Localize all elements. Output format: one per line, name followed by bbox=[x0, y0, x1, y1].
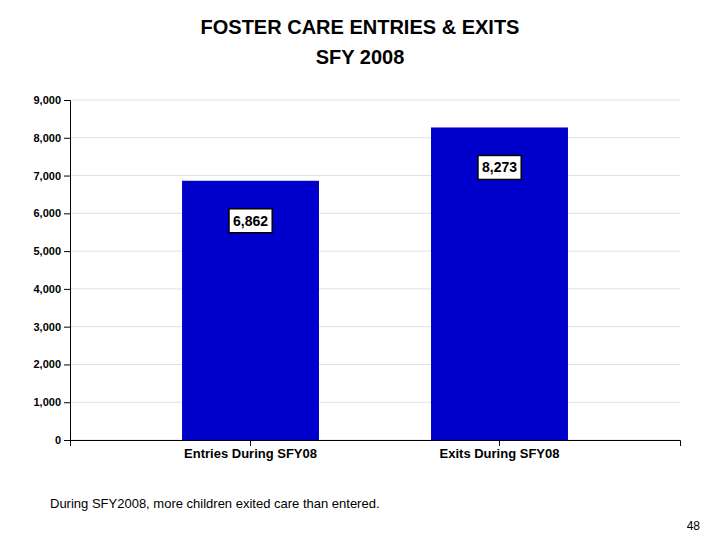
y-tick: 9,000 bbox=[33, 94, 70, 106]
y-tick: 8,000 bbox=[33, 132, 70, 144]
chart: FOSTER CARE ENTRIES & EXITS SFY 2008 0 1,00… bbox=[0, 0, 720, 540]
y-tick: 1,000 bbox=[33, 396, 70, 408]
y-tick-label: 6,000 bbox=[33, 207, 61, 219]
grid-line bbox=[70, 251, 680, 252]
y-tick-mark bbox=[64, 402, 70, 403]
grid-line bbox=[70, 213, 680, 214]
y-tick-mark bbox=[64, 327, 70, 328]
y-tick: 6,000 bbox=[33, 207, 70, 219]
grid-line bbox=[70, 137, 680, 138]
grid-line bbox=[70, 175, 680, 176]
y-tick-label: 5,000 bbox=[33, 245, 61, 257]
y-tick-label: 1,000 bbox=[33, 396, 61, 408]
grid-line bbox=[70, 326, 680, 327]
y-tick-label: 2,000 bbox=[33, 358, 61, 370]
y-tick-label: 0 bbox=[55, 434, 61, 446]
y-tick-label: 7,000 bbox=[33, 170, 61, 182]
data-label: 8,273 bbox=[482, 159, 517, 175]
y-tick: 2,000 bbox=[33, 358, 70, 370]
grid-line bbox=[70, 288, 680, 289]
y-tick: 3,000 bbox=[33, 321, 70, 333]
bars bbox=[182, 127, 568, 440]
grid-line bbox=[70, 364, 680, 365]
bar bbox=[182, 181, 319, 440]
title: FOSTER CARE ENTRIES & EXITS bbox=[201, 16, 520, 38]
y-axis-line bbox=[64, 101, 71, 441]
bar bbox=[431, 127, 568, 440]
x-tick-label: Exits During SFY08 bbox=[440, 446, 560, 461]
data-label: 6,862 bbox=[233, 213, 268, 229]
y-tick-mark bbox=[64, 440, 70, 441]
grid bbox=[70, 100, 680, 440]
grid-line bbox=[70, 100, 680, 101]
data-label-box bbox=[478, 155, 521, 179]
y-tick-mark bbox=[64, 176, 70, 177]
y-axis: 0 1,000 2,000 3,000 4,000 5,000 6,000 7,000 8,00… bbox=[33, 94, 70, 446]
x-axis: Entries During SFY08 Exits During SFY08 bbox=[71, 440, 681, 461]
annotation: 48 bbox=[687, 519, 701, 533]
y-tick-label: 3,000 bbox=[33, 321, 61, 333]
y-tick-mark bbox=[64, 213, 70, 214]
y-tick-mark bbox=[64, 364, 70, 365]
data-labels: 6,862 8,273 bbox=[229, 155, 521, 232]
x-axis-line bbox=[71, 441, 681, 447]
y-tick-mark bbox=[64, 100, 70, 101]
plot: 0 1,000 2,000 3,000 4,000 5,000 6,000 7,000 8,00… bbox=[33, 94, 680, 461]
y-tick-mark bbox=[64, 251, 70, 252]
y-tick-label: 4,000 bbox=[33, 283, 61, 295]
x-tick-label: Entries During SFY08 bbox=[184, 446, 317, 461]
x-tick-mark bbox=[250, 440, 251, 446]
y-tick-label: 9,000 bbox=[33, 94, 61, 106]
y-tick: 4,000 bbox=[33, 283, 70, 295]
title: SFY 2008 bbox=[316, 46, 405, 68]
y-tick: 7,000 bbox=[33, 170, 70, 182]
y-tick-label: 8,000 bbox=[33, 132, 61, 144]
x-tick: Exits During SFY08 bbox=[440, 440, 560, 461]
y-tick-mark bbox=[64, 289, 70, 290]
subtitle: During SFY2008, more children exited car… bbox=[50, 496, 380, 511]
grid-line bbox=[70, 402, 680, 403]
data-label-box bbox=[229, 209, 272, 233]
x-tick: Entries During SFY08 bbox=[184, 440, 317, 461]
y-tick: 5,000 bbox=[33, 245, 70, 257]
y-tick: 0 bbox=[55, 434, 70, 446]
y-tick-mark bbox=[64, 138, 70, 139]
x-tick-mark bbox=[499, 440, 500, 446]
